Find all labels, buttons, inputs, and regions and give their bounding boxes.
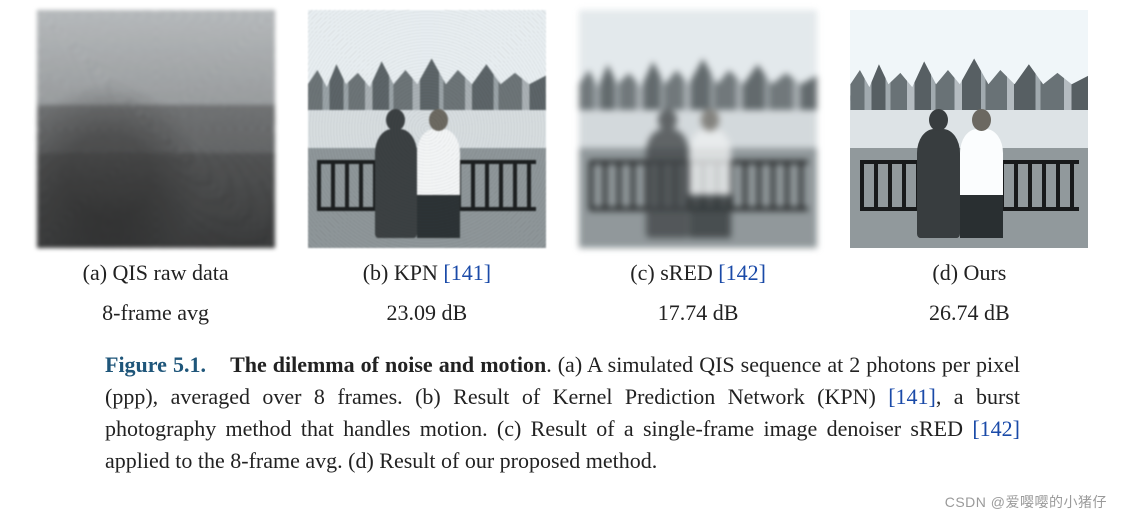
panel-a: (a) QIS raw data 8-frame avg: [35, 10, 276, 327]
person-right-graphic: [960, 129, 1003, 238]
caption-spacer: [212, 352, 224, 377]
person-right-graphic: [417, 129, 460, 238]
image-b-kpn: [308, 10, 546, 248]
panel-d-title: (d) Ours: [932, 260, 1006, 285]
ref-142-link[interactable]: [142]: [718, 260, 766, 285]
image-d-ours: [850, 10, 1088, 248]
caption-fig-label: Figure 5.1.: [105, 352, 206, 377]
panel-b: (b) KPN [141] 23.09 dB: [306, 10, 547, 327]
panel-b-title: (b) KPN: [363, 260, 444, 285]
panel-a-label: (a) QIS raw data: [83, 258, 229, 288]
panel-c-db: 17.74 dB: [658, 298, 739, 328]
panel-b-label: (b) KPN [141]: [363, 258, 491, 288]
caption-title: The dilemma of noise and motion: [230, 352, 546, 377]
railing-graphic: [317, 160, 536, 211]
figure-page: (a) QIS raw data 8-frame avg (b) KPN [14…: [0, 0, 1125, 518]
person-right-graphic: [689, 129, 732, 238]
ref-141-link[interactable]: [141]: [443, 260, 491, 285]
skyline-graphic: [308, 53, 546, 110]
csdn-watermark: CSDN @爱嘤嘤的小猪仔: [945, 492, 1107, 512]
figure-caption: Figure 5.1. The dilemma of noise and mot…: [105, 349, 1020, 477]
panel-d-label: (d) Ours: [932, 258, 1006, 288]
image-c-sred: [579, 10, 817, 248]
panel-a-subtitle: 8-frame avg: [102, 298, 209, 328]
panel-d: (d) Ours 26.74 dB: [849, 10, 1090, 327]
figure-row: (a) QIS raw data 8-frame avg (b) KPN [14…: [35, 10, 1090, 327]
panel-b-db: 23.09 dB: [387, 298, 468, 328]
image-a-qis-raw: [37, 10, 275, 248]
person-left-graphic: [375, 129, 418, 238]
caption-ref-141[interactable]: [141]: [888, 384, 936, 409]
skyline-graphic: [579, 53, 817, 110]
panel-c-label: (c) sRED [142]: [630, 258, 766, 288]
person-left-graphic: [917, 129, 960, 238]
caption-seg3: applied to the 8-frame avg. (d) Result o…: [105, 448, 657, 473]
skyline-graphic: [850, 53, 1088, 110]
panel-c: (c) sRED [142] 17.74 dB: [578, 10, 819, 327]
person-left-graphic: [646, 129, 689, 238]
panel-a-title: (a) QIS raw data: [83, 260, 229, 285]
caption-ref-142[interactable]: [142]: [972, 416, 1020, 441]
panel-d-db: 26.74 dB: [929, 298, 1010, 328]
panel-c-title: (c) sRED: [630, 260, 718, 285]
